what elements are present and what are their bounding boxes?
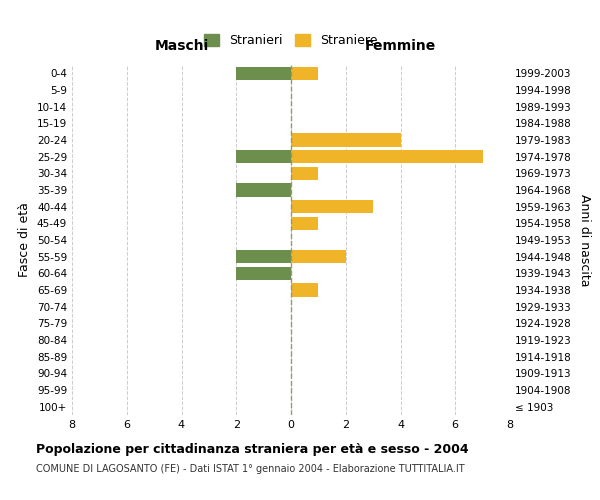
Bar bbox=[291, 150, 482, 164]
Bar bbox=[291, 166, 319, 180]
Bar bbox=[236, 250, 291, 264]
Bar bbox=[291, 216, 319, 230]
Bar bbox=[236, 150, 291, 164]
Bar bbox=[236, 266, 291, 280]
Bar bbox=[291, 250, 346, 264]
Bar bbox=[236, 184, 291, 196]
Text: Maschi: Maschi bbox=[154, 38, 209, 52]
Text: COMUNE DI LAGOSANTO (FE) - Dati ISTAT 1° gennaio 2004 - Elaborazione TUTTITALIA.: COMUNE DI LAGOSANTO (FE) - Dati ISTAT 1°… bbox=[36, 464, 464, 474]
Text: Popolazione per cittadinanza straniera per età e sesso - 2004: Popolazione per cittadinanza straniera p… bbox=[36, 442, 469, 456]
Bar bbox=[291, 200, 373, 213]
Y-axis label: Fasce di età: Fasce di età bbox=[19, 202, 31, 278]
Legend: Stranieri, Straniere: Stranieri, Straniere bbox=[199, 29, 383, 52]
Bar bbox=[291, 66, 319, 80]
Bar bbox=[291, 284, 319, 296]
Bar bbox=[291, 134, 401, 146]
Y-axis label: Anni di nascita: Anni di nascita bbox=[578, 194, 591, 286]
Text: Femmine: Femmine bbox=[365, 38, 436, 52]
Bar bbox=[236, 66, 291, 80]
